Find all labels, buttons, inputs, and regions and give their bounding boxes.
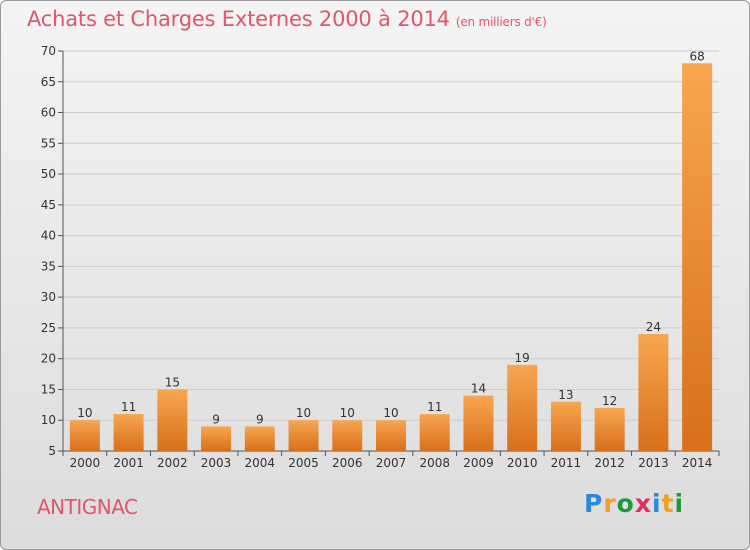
y-tick-label: 60 <box>41 106 56 120</box>
axes <box>58 50 720 456</box>
value-label: 10 <box>77 406 92 420</box>
y-tick-label: 30 <box>41 290 56 304</box>
x-tick-label: 2013 <box>638 456 669 470</box>
bar-2005 <box>288 420 319 451</box>
x-tick-label: 2004 <box>245 456 276 470</box>
bar-2004 <box>244 426 275 451</box>
value-label: 14 <box>471 382 486 396</box>
x-tick-label: 2006 <box>332 456 363 470</box>
bar-2001 <box>113 414 144 451</box>
value-label: 9 <box>256 412 264 426</box>
x-tick-label: 2002 <box>157 456 188 470</box>
bar-2007 <box>376 420 406 451</box>
y-tick-label: 65 <box>41 75 56 89</box>
x-tick-label: 2003 <box>201 456 232 470</box>
x-tick-label: 2005 <box>288 456 319 470</box>
y-tick-label: 70 <box>41 44 56 58</box>
x-tick-label: 2012 <box>594 456 625 470</box>
x-tick-label: 2009 <box>463 456 494 470</box>
bar-2011 <box>550 401 581 451</box>
y-tick-label: 35 <box>41 259 56 273</box>
x-tick-label: 2007 <box>376 456 407 470</box>
value-label: 11 <box>427 400 442 414</box>
x-tick-label: 2001 <box>113 456 144 470</box>
y-tick-label: 15 <box>41 382 56 396</box>
bar-2012 <box>594 407 625 451</box>
value-label: 11 <box>121 400 136 414</box>
y-tick-label: 5 <box>48 444 56 458</box>
bar-2010 <box>507 364 538 451</box>
y-tick-label: 40 <box>41 229 56 243</box>
value-label: 68 <box>689 49 704 63</box>
x-tick-label: 2008 <box>419 456 450 470</box>
value-label: 10 <box>383 406 398 420</box>
y-tick-label: 20 <box>41 352 56 366</box>
value-label: 24 <box>646 320 661 334</box>
y-tick-label: 10 <box>41 413 56 427</box>
proxiti-logo[interactable]: Proxiti <box>584 489 685 518</box>
value-label: 19 <box>515 351 530 365</box>
labels: 5 10 15 20 25 30 35 40 45 50 55 60 65 70 2000 10 2001 11 2… <box>41 44 713 470</box>
y-tick-label: 50 <box>41 167 56 181</box>
chart-title-text: Achats et Charges Externes 2000 à 2014 <box>27 7 450 31</box>
bar-2008 <box>419 414 450 451</box>
value-label: 15 <box>165 375 180 389</box>
bar-2000 <box>69 420 100 451</box>
y-tick-label: 25 <box>41 321 56 335</box>
chart-title: Achats et Charges Externes 2000 à 2014 (e… <box>27 7 547 31</box>
value-label: 10 <box>340 406 355 420</box>
bar-2009 <box>463 395 494 451</box>
bar-2014 <box>682 63 713 452</box>
y-tick-label: 55 <box>41 136 56 150</box>
bar-2013 <box>638 334 669 451</box>
bar-2006 <box>332 420 363 451</box>
bars <box>69 63 713 452</box>
bar-2003 <box>201 426 232 451</box>
x-tick-label: 2000 <box>70 456 101 470</box>
value-label: 12 <box>602 394 617 408</box>
chart-subtitle: (en milliers d'€) <box>455 15 547 29</box>
x-tick-label: 2014 <box>682 456 713 470</box>
value-label: 9 <box>212 412 220 426</box>
value-label: 10 <box>296 406 311 420</box>
commune-name: ANTIGNAC <box>37 495 138 519</box>
x-tick-label: 2010 <box>507 456 538 470</box>
x-tick-label: 2011 <box>551 456 582 470</box>
y-tick-label: 45 <box>41 198 56 212</box>
value-label: 13 <box>558 388 573 402</box>
bar-2002 <box>157 389 188 451</box>
